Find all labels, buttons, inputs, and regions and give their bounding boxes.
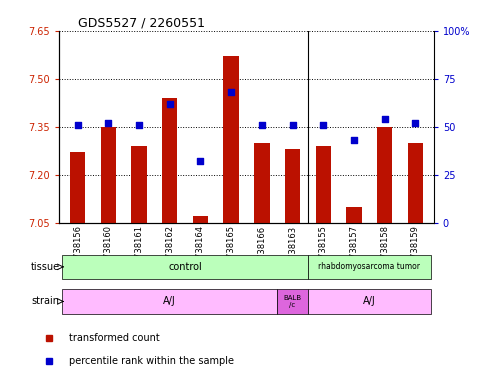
Point [258,122,266,128]
Point [227,89,235,95]
Bar [346,207,362,223]
Point [288,122,296,128]
Point [197,158,205,164]
Bar [162,98,177,223]
Point [105,120,112,126]
Text: BALB
/c: BALB /c [283,295,302,308]
Point [350,137,358,143]
Text: percentile rank within the sample: percentile rank within the sample [69,356,234,366]
Bar [62,255,308,279]
Text: strain: strain [32,296,60,306]
Text: GDS5527 / 2260551: GDS5527 / 2260551 [78,17,205,30]
Bar [70,152,85,223]
Bar [308,290,431,313]
Bar [308,255,431,279]
Bar [101,127,116,223]
Bar [377,127,392,223]
Bar [131,146,147,223]
Point [135,122,143,128]
Bar [285,149,300,223]
Point [381,116,388,122]
Bar [316,146,331,223]
Bar [62,290,277,313]
Point [166,101,174,107]
Text: control: control [168,262,202,272]
Bar [223,56,239,223]
Point [319,122,327,128]
Point [73,122,81,128]
Text: rhabdomyosarcoma tumor: rhabdomyosarcoma tumor [318,262,421,271]
Point [412,120,420,126]
Text: transformed count: transformed count [69,333,160,343]
Bar [277,290,308,313]
Text: A/J: A/J [163,296,176,306]
Text: A/J: A/J [363,296,376,306]
Bar [254,143,270,223]
Bar [408,143,423,223]
Text: tissue: tissue [31,262,60,272]
Bar [193,216,208,223]
